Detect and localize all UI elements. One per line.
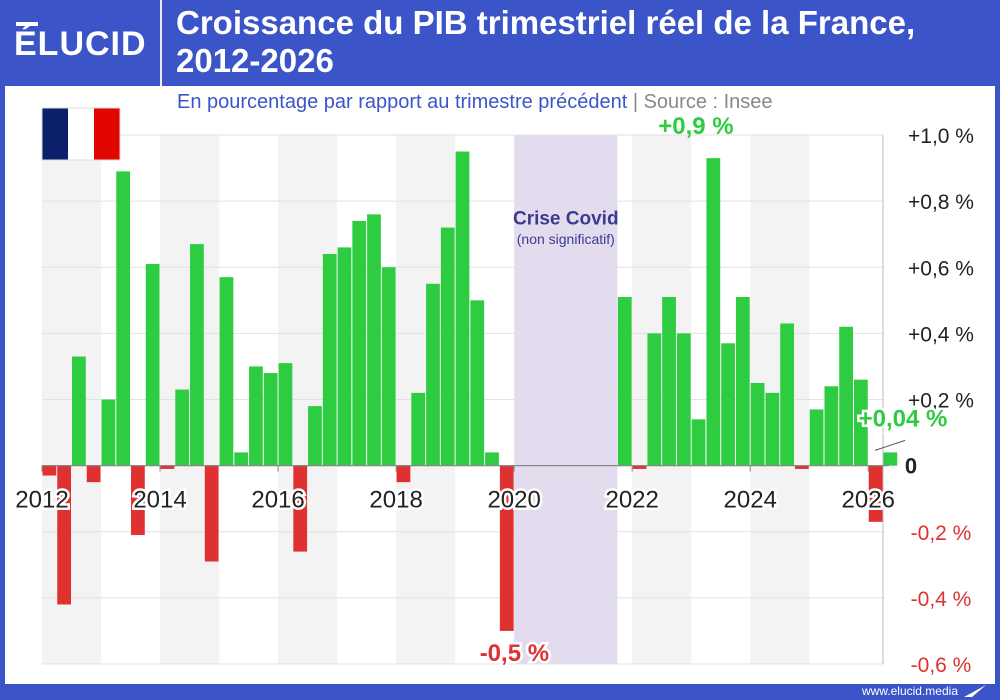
paper-plane-icon <box>964 685 986 697</box>
x-tick-label: 2016 <box>251 487 304 514</box>
flag-red <box>94 108 120 160</box>
bar <box>662 297 676 466</box>
bar <box>190 244 204 466</box>
subtitle-text: En pourcentage par rapport au trimestre … <box>177 91 628 113</box>
flag-white <box>68 108 94 160</box>
bar <box>824 386 839 466</box>
bar <box>278 363 293 466</box>
bar <box>263 373 278 466</box>
bar <box>470 300 485 466</box>
y-tick-label: +0,4 % <box>908 323 974 346</box>
bar <box>131 465 145 536</box>
bar <box>411 392 426 466</box>
y-tick-label: +1,0 % <box>908 125 974 148</box>
bar <box>249 366 263 466</box>
bar <box>337 247 352 466</box>
bar <box>175 389 190 466</box>
bar <box>780 323 794 466</box>
chart-title: Croissance du PIB trimestriel réel de la… <box>176 4 916 79</box>
gdp-bar-chart: En pourcentage par rapport au trimestre … <box>13 91 974 677</box>
france-flag <box>41 107 121 161</box>
bar <box>86 465 101 483</box>
bar <box>485 452 499 466</box>
covid-label: Crise Covid <box>513 208 619 229</box>
bar <box>367 214 381 466</box>
y-tick-label: 0 <box>905 454 917 479</box>
header: ÉLUCID Croissance du PIB trimestriel rée… <box>0 0 1000 86</box>
x-tick-label: 2012 <box>15 487 68 514</box>
annotation-last: +0,04 % <box>859 405 948 432</box>
bar <box>234 452 249 466</box>
logo-accent <box>16 22 38 26</box>
chart-subtitle: En pourcentage par rapport au trimestre … <box>177 91 773 113</box>
bar <box>839 326 853 466</box>
bar <box>735 297 750 466</box>
x-tick-label: 2024 <box>724 487 777 514</box>
bar <box>883 452 898 466</box>
annotation-min: -0,5 % <box>480 640 549 667</box>
bar <box>691 419 706 466</box>
bar <box>396 465 411 483</box>
bar <box>499 465 514 631</box>
flag-blue <box>42 108 68 160</box>
bar <box>101 399 116 466</box>
y-tick-label: +0,2 % <box>908 390 974 413</box>
bar <box>632 465 647 469</box>
bar <box>57 465 72 605</box>
header-divider <box>160 0 162 86</box>
bar <box>750 382 765 466</box>
bar <box>617 297 632 466</box>
bar <box>42 465 57 476</box>
bar <box>440 227 455 466</box>
bar <box>765 392 780 466</box>
y-tick-label: -0,4 % <box>911 588 972 611</box>
bar <box>116 171 131 466</box>
bar <box>809 409 824 466</box>
bar <box>322 254 337 466</box>
bar <box>219 277 234 466</box>
annotation-max: +0,9 % <box>658 113 733 140</box>
y-tick-label: +0,8 % <box>908 191 974 214</box>
bar <box>455 151 470 466</box>
footer-url[interactable]: www.elucid.media <box>861 684 958 698</box>
annotation-leader <box>874 439 906 451</box>
x-tick-label: 2018 <box>369 487 422 514</box>
y-tick-label: -0,6 % <box>911 654 972 677</box>
bar <box>868 465 883 522</box>
bar <box>308 406 322 466</box>
y-tick-label: -0,2 % <box>911 522 972 545</box>
bar <box>706 158 721 466</box>
bar <box>72 356 86 466</box>
source-separator: | <box>627 91 643 113</box>
bar <box>794 465 809 469</box>
bar <box>381 267 396 466</box>
source-text: Source : Insee <box>644 91 773 113</box>
bar <box>352 220 367 466</box>
bar <box>293 465 308 552</box>
elucid-logo: ÉLUCID <box>14 25 147 63</box>
bar <box>145 263 160 466</box>
bar <box>721 343 735 466</box>
covid-sublabel: (non significatif) <box>517 231 615 247</box>
bar <box>676 333 691 466</box>
y-tick-label: +0,6 % <box>908 257 974 280</box>
bar <box>160 465 175 469</box>
bar <box>204 465 219 562</box>
bar <box>853 379 868 466</box>
x-tick-label: 2022 <box>605 487 658 514</box>
flag-border <box>41 107 121 161</box>
bar <box>647 333 662 466</box>
x-tick-label: 2020 <box>487 487 540 514</box>
x-tick-label: 2026 <box>842 487 895 514</box>
bar <box>426 283 440 466</box>
chart-panel: En pourcentage par rapport au trimestre … <box>5 86 995 684</box>
x-tick-label: 2014 <box>133 487 186 514</box>
